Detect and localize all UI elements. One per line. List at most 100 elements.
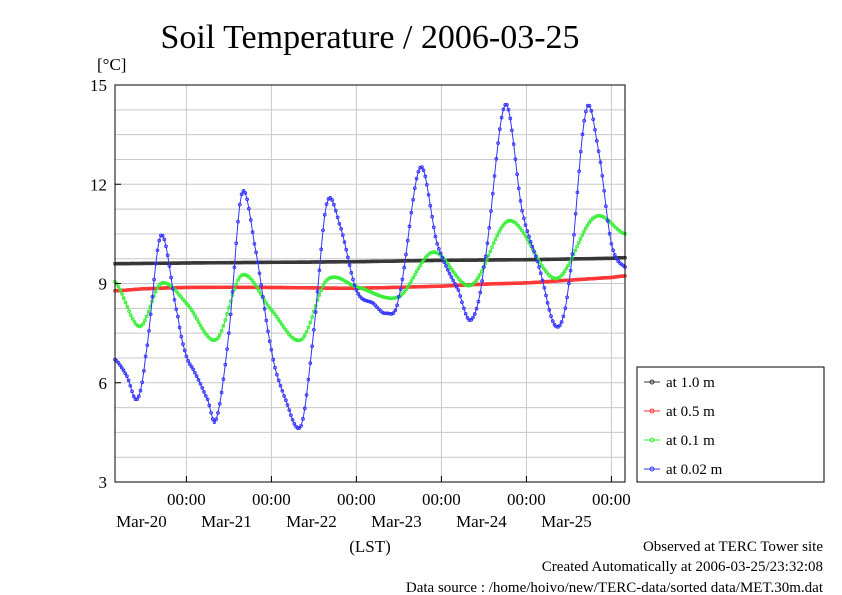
series-point [202, 329, 206, 333]
series-point [517, 257, 522, 262]
series-point [521, 281, 525, 285]
series-point [508, 116, 513, 121]
x-tick-date: Mar-20 [116, 512, 167, 531]
series-point [276, 378, 281, 383]
series-point [202, 390, 206, 394]
series-point [196, 378, 201, 382]
series-point [203, 331, 208, 336]
series-point [295, 426, 300, 430]
series-point [209, 410, 213, 415]
series-point [414, 176, 419, 181]
series-point [441, 284, 446, 288]
series-point [177, 285, 182, 290]
series-point [577, 169, 581, 174]
series-point [437, 246, 441, 251]
series-point [428, 203, 433, 208]
series-point [418, 165, 422, 170]
series-point [354, 259, 359, 264]
x-tick-time: 00:00 [507, 490, 546, 509]
series-point [370, 286, 375, 290]
series-point [494, 258, 499, 262]
series-point [285, 260, 290, 265]
series-point [437, 258, 442, 263]
series-point [330, 275, 334, 280]
series-point [172, 297, 177, 302]
series-point [289, 260, 293, 265]
series-point [358, 285, 362, 290]
series-point [296, 260, 300, 264]
series-point [356, 259, 361, 264]
series-point [549, 314, 553, 318]
series-point [477, 272, 482, 277]
series-point [523, 223, 528, 227]
series-point [312, 286, 316, 290]
series-point [607, 256, 612, 261]
legend-label: at 0.5 m [666, 404, 715, 420]
series-point [428, 284, 433, 289]
series-point [271, 357, 276, 362]
series-point [225, 347, 229, 351]
series-point [517, 281, 522, 285]
series-point [372, 259, 376, 264]
series-point [476, 282, 481, 287]
series-point [449, 275, 454, 279]
series-point [296, 285, 300, 290]
series-point [411, 275, 416, 280]
series-point [248, 218, 253, 222]
series-point [211, 285, 215, 290]
series-point [544, 279, 548, 284]
series-point [604, 204, 608, 209]
series-point [200, 285, 205, 290]
series-point [582, 256, 587, 261]
series-point [598, 276, 603, 280]
series-point [431, 225, 436, 230]
series-point [252, 280, 256, 285]
series-point [547, 257, 552, 262]
series-point [299, 260, 304, 264]
series-point [333, 275, 338, 280]
series-point [405, 258, 410, 263]
series-point [518, 226, 523, 230]
series-point [221, 377, 226, 382]
series-point [301, 336, 305, 340]
series-point [308, 361, 313, 365]
series-point [123, 288, 128, 293]
series-point [478, 258, 483, 262]
series-point [533, 254, 538, 259]
series-point [342, 286, 346, 291]
legend-label: at 1.0 m [666, 375, 715, 391]
series-point [195, 317, 199, 321]
series-point [602, 256, 607, 261]
series-point [458, 294, 463, 298]
series-point [202, 261, 206, 265]
series-point [405, 238, 410, 243]
series-point [538, 271, 543, 276]
series-point [324, 260, 329, 264]
series-point [162, 237, 167, 242]
series-point [496, 258, 500, 262]
chart-title: Soil Temperature / 2006-03-25 [160, 19, 579, 56]
series-point [259, 283, 264, 287]
series-point [462, 306, 466, 311]
series-point [529, 257, 534, 262]
series-point [248, 285, 252, 290]
series-point [609, 256, 614, 261]
series-point [544, 257, 548, 262]
series-point [380, 310, 385, 315]
series-point [310, 344, 314, 349]
series-point [391, 259, 396, 263]
series-point [374, 292, 378, 297]
series-point [310, 286, 314, 290]
series-point [374, 259, 378, 264]
series-point [572, 278, 577, 282]
series-point [421, 284, 426, 289]
series-point [165, 286, 169, 290]
series-point [537, 265, 541, 269]
series-point [317, 293, 322, 297]
series-point [499, 281, 504, 286]
series-point [129, 287, 134, 292]
series-point [587, 103, 592, 108]
series-point [598, 256, 603, 261]
series-point [510, 257, 515, 262]
series-point [239, 192, 244, 197]
